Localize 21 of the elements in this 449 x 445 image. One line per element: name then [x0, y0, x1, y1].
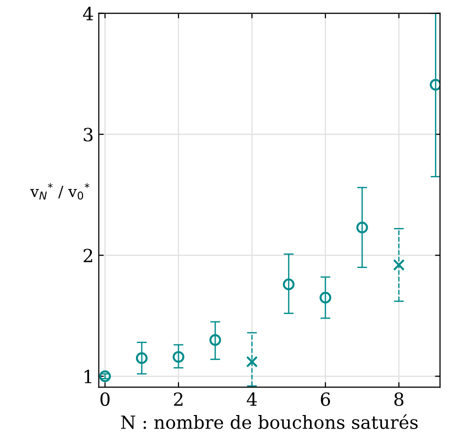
x-axis-title: N : nombre de bouchons saturés	[121, 414, 418, 430]
point	[320, 292, 332, 304]
x-tick-label: 2	[174, 392, 182, 406]
point	[356, 222, 368, 234]
x-tick-label: 8	[394, 392, 404, 406]
point	[393, 259, 405, 271]
point	[172, 351, 184, 363]
y-tick-label: 2	[84, 248, 92, 262]
y-tick-label: 3	[84, 128, 93, 142]
point	[246, 356, 258, 368]
y-tick-label: 4	[82, 6, 94, 20]
point	[282, 278, 295, 290]
x-tick-label: 6	[320, 392, 330, 406]
point	[209, 334, 222, 346]
x-tick-label: 4	[246, 392, 257, 406]
point	[136, 352, 148, 364]
x-tick-label: 0	[100, 392, 110, 406]
point	[430, 78, 440, 91]
point	[99, 370, 111, 382]
y-tick-label: 1	[84, 370, 92, 384]
y-axis-title: v$_{N}$$^{*}$ / v$_{0}$$^{*}$	[30, 183, 90, 200]
